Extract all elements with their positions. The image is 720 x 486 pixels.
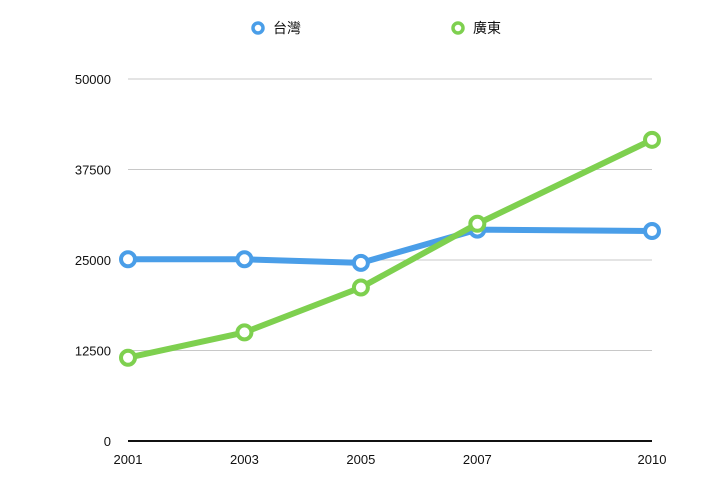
series-line (125, 226, 655, 266)
data-point (235, 323, 254, 342)
data-point (468, 214, 487, 233)
y-tick-label: 25000 (75, 253, 111, 268)
y-tick-label: 12500 (75, 344, 111, 359)
x-axis-ticks: 2001 2003 2005 2007 2010 (114, 452, 667, 467)
series-line (125, 136, 655, 361)
data-point (119, 348, 137, 367)
data-point (351, 253, 370, 272)
data-point (643, 130, 661, 149)
y-tick-label: 37500 (75, 163, 111, 178)
data-point (119, 250, 137, 269)
y-tick-label: 50000 (75, 72, 111, 87)
x-tick-label: 2001 (114, 452, 143, 467)
y-tick-label: 0 (104, 434, 111, 449)
series-0 (119, 220, 661, 272)
data-point (235, 250, 254, 269)
legend-marker-guangdong (451, 21, 465, 35)
legend: 台灣 廣東 (251, 20, 501, 36)
x-tick-label: 2005 (346, 452, 375, 467)
legend-label-guangdong: 廣東 (473, 20, 501, 36)
legend-item-taiwan: 台灣 (251, 20, 301, 36)
y-axis-ticks: 0 12500 25000 37500 50000 (75, 72, 111, 449)
series-1 (119, 130, 661, 367)
series-layer (119, 130, 661, 367)
legend-marker-taiwan (251, 21, 265, 35)
x-tick-label: 2010 (638, 452, 667, 467)
x-tick-label: 2003 (230, 452, 259, 467)
grid-lines (128, 78, 652, 351)
legend-item-guangdong: 廣東 (451, 20, 501, 36)
legend-label-taiwan: 台灣 (273, 20, 301, 36)
x-tick-label: 2007 (463, 452, 492, 467)
data-point (351, 278, 370, 297)
data-point (643, 222, 661, 241)
